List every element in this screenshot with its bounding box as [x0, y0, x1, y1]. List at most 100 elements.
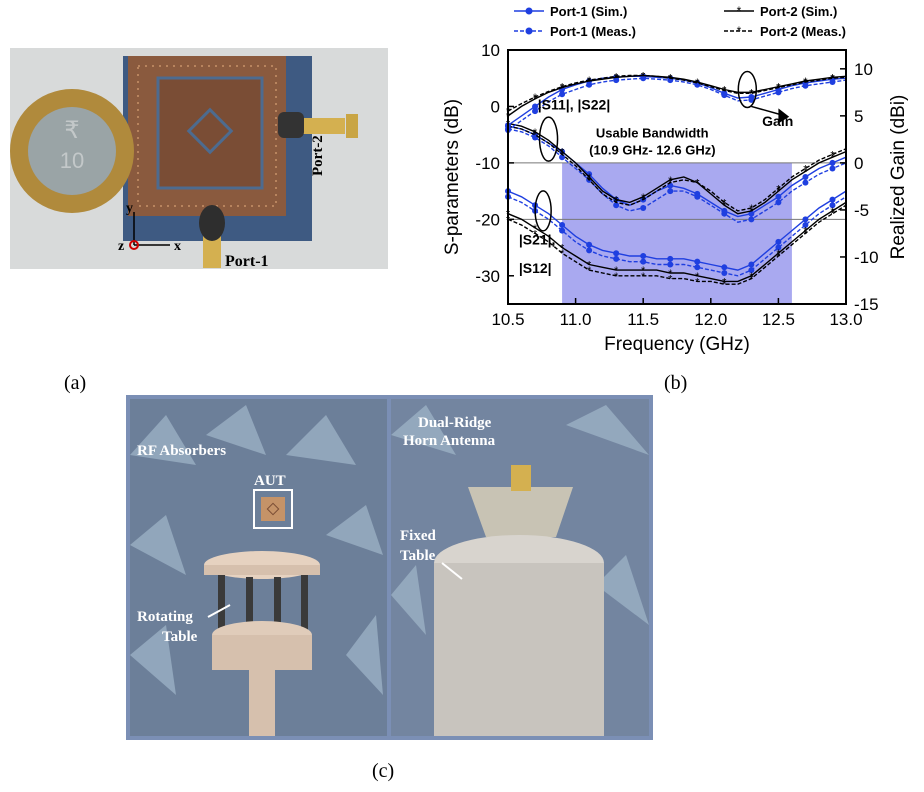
data-point: *: [695, 178, 700, 190]
data-point: [748, 96, 755, 103]
series-line: [507, 122, 847, 215]
aut-highlight-box: [253, 489, 293, 529]
legend-label: Port-2 (Meas.): [760, 24, 846, 39]
data-point: [829, 202, 836, 209]
data-point: [775, 89, 782, 96]
x-tick-label: 12.5: [762, 310, 795, 329]
data-point: *: [587, 175, 592, 187]
data-point: *: [614, 265, 619, 277]
data-point: [802, 82, 809, 89]
data-point: [667, 261, 674, 268]
series-line: [507, 74, 847, 112]
series-line: [507, 125, 847, 212]
data-point: [640, 253, 647, 260]
gain-label: Gain: [762, 113, 793, 129]
plot-area: **** ** ** ******** ** ** ******** * * * * * *******…: [505, 70, 847, 304]
y2-axis-title: Realized Gain (dBi): [888, 95, 909, 260]
data-point: *: [776, 183, 781, 195]
data-point: [802, 174, 809, 180]
data-point: *: [695, 276, 700, 288]
transmission-label-line2: |S12|: [519, 260, 552, 276]
s-parameter-gain-chart: **** ** ** ******** ** ** ******** * * * * * *******…: [442, 4, 909, 355]
data-point: [640, 258, 647, 265]
data-point: *: [587, 259, 592, 271]
data-point: *: [830, 72, 835, 84]
legend-marker: *: [737, 24, 742, 38]
data-point: [532, 108, 539, 115]
data-point: [829, 165, 836, 172]
data-point: *: [749, 271, 754, 283]
data-point: *: [695, 77, 700, 89]
gain-arrow-head: [778, 108, 790, 124]
data-point: *: [641, 70, 646, 82]
x-tick-label: 10.5: [491, 310, 524, 329]
y-tick-label: 0: [491, 97, 500, 116]
axis-y-label: y: [126, 201, 133, 216]
data-point: *: [830, 149, 835, 161]
data-point: *: [803, 226, 808, 238]
reflection-label: |S11|, |S22|: [538, 96, 611, 112]
data-point: *: [668, 73, 673, 85]
data-point: *: [533, 92, 538, 104]
usable-bandwidth-range: (10.9 GHz- 12.6 GHz): [589, 142, 715, 157]
data-point: *: [830, 152, 835, 164]
data-point: [829, 159, 836, 166]
data-point: *: [830, 73, 835, 85]
data-point: *: [641, 271, 646, 283]
caption-c: (c): [372, 760, 395, 782]
data-point: *: [614, 197, 619, 209]
data-point: *: [830, 206, 835, 218]
data-point: [586, 247, 593, 254]
data-point: [721, 92, 728, 99]
y2-tick-label: -10: [854, 248, 879, 267]
series-line: [507, 201, 847, 283]
data-point: *: [560, 147, 565, 159]
transmission-label-line1: |S21|,: [519, 232, 556, 248]
data-point: *: [560, 243, 565, 255]
data-point: *: [533, 228, 538, 240]
data-point: *: [668, 274, 673, 286]
data-point: *: [749, 88, 754, 100]
y2-tick-label: -15: [854, 295, 879, 314]
fixed-table: [434, 563, 604, 736]
axes: 10.5 11.0 11.5 12.0 12.5 13.0 10 0 -10 -20 -30 10 5 0…: [442, 41, 909, 355]
data-point: *: [749, 206, 754, 218]
transmission-marker-ellipse: [534, 190, 552, 232]
port-2-label: Port-2: [310, 135, 326, 176]
data-point: *: [776, 186, 781, 198]
data-point: [640, 75, 647, 82]
legend-marker: [525, 7, 533, 15]
data-point: *: [695, 178, 700, 190]
data-point: [667, 188, 674, 195]
data-point: [721, 269, 728, 276]
y2-tick-label: -5: [854, 201, 869, 220]
data-point: [694, 258, 701, 265]
data-point: *: [614, 72, 619, 84]
data-point: *: [560, 149, 565, 161]
x-axis-title: Frequency (GHz): [604, 334, 750, 355]
gain-marker-ellipse: [737, 70, 758, 109]
data-point: *: [533, 94, 538, 106]
data-point: *: [533, 223, 538, 235]
data-point: *: [722, 279, 727, 291]
x-tick-label: 11.0: [560, 310, 592, 329]
data-point: *: [695, 78, 700, 90]
fixed-table-label-line2: Table: [400, 548, 436, 564]
rotating-table-label-line1: Rotating: [137, 609, 193, 625]
data-point: [586, 81, 593, 88]
data-point: [532, 103, 539, 110]
caption-a: (a): [64, 372, 87, 394]
data-point: [748, 261, 755, 268]
data-point: [775, 193, 782, 200]
rotating-table-label-line2: Table: [162, 629, 198, 645]
data-point: [829, 78, 836, 85]
data-point: *: [776, 83, 781, 95]
x-tick-label: 11.5: [627, 310, 659, 329]
data-point: *: [560, 83, 565, 95]
data-point: [694, 264, 701, 271]
horn-label-line2: Horn Antenna: [403, 433, 496, 449]
data-point: *: [803, 77, 808, 89]
data-point: [802, 179, 809, 186]
annotations: Usable Bandwidth (10.9 GHz- 12.6 GHz) |S11…: [519, 70, 793, 276]
data-point: *: [560, 248, 565, 260]
